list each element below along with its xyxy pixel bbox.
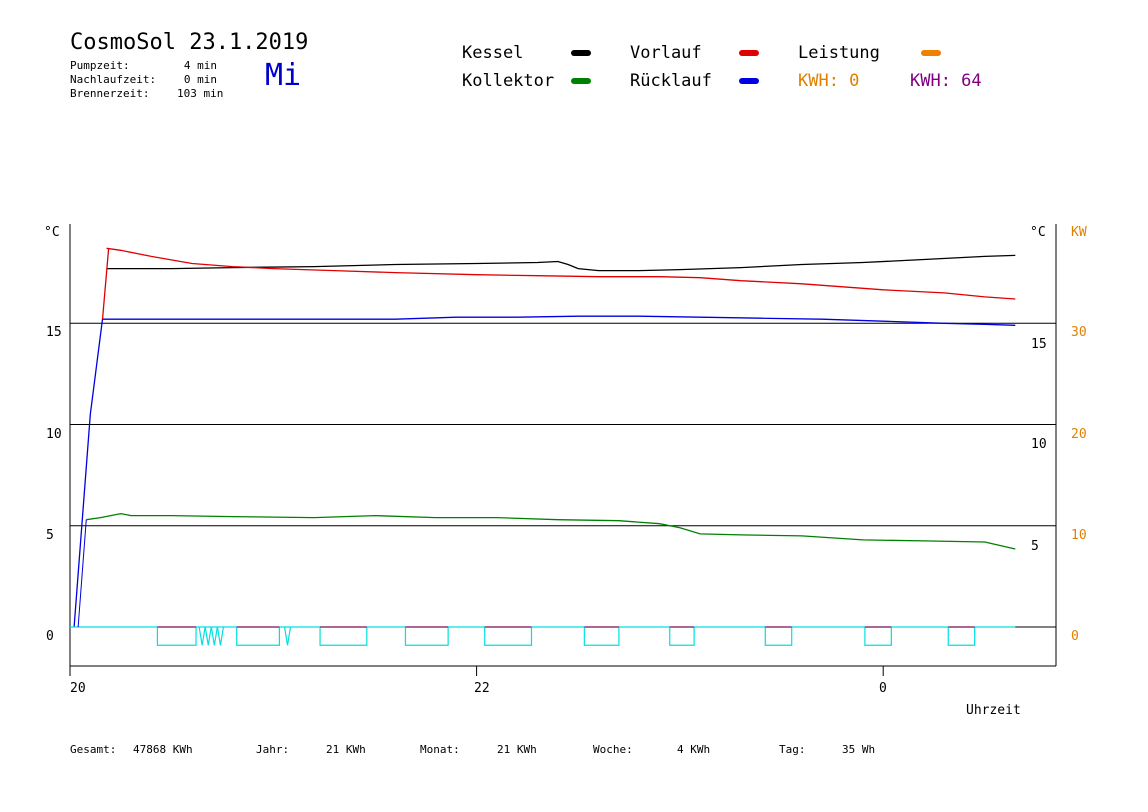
series-line-rcklauf <box>73 315 1016 628</box>
right-kw-tick-0: 0 <box>1071 629 1079 644</box>
series-line-kollektor <box>86 512 1016 550</box>
burner-time-label: Brennerzeit: <box>70 87 150 100</box>
kwh-solar-label: KWH: 0 <box>798 71 860 91</box>
gridlines <box>70 322 1056 628</box>
x-tick-22: 22 <box>474 681 490 696</box>
footer-day-label: Tag: <box>779 743 806 756</box>
series-leistung-spike-4 <box>283 626 292 646</box>
right-kw-tick-10: 10 <box>1071 528 1087 543</box>
kwh-burner-label: KWH: 64 <box>910 71 982 91</box>
x-axis-label: Uhrzeit <box>966 703 1021 718</box>
series-line-vorlauf <box>106 247 1016 300</box>
overrun-time-label: Nachlaufzeit: <box>70 73 157 86</box>
legend-label-kessel: Kessel <box>462 43 524 63</box>
footer-month-value: 21 KWh <box>497 743 537 756</box>
footer-month-label: Monat: <box>420 743 460 756</box>
left-tick-10: 10 <box>46 427 62 442</box>
legend-label-ruecklauf: Rücklauf <box>630 71 712 91</box>
overrun-time-value: 0 min <box>183 73 217 86</box>
right-axis-temp-unit: °C <box>1030 225 1046 240</box>
series-leistung-pulse-6 <box>669 627 695 646</box>
series-leistung-pulse-2 <box>319 627 368 646</box>
legend-swatch-ruecklauf <box>739 78 759 84</box>
series-leistung-pulse-0 <box>156 627 197 646</box>
left-tick-5: 5 <box>46 528 54 543</box>
footer-week-label: Woche: <box>593 743 633 756</box>
series-leistung-spike-2 <box>210 626 218 646</box>
series-leistung-pulse-1 <box>236 627 280 646</box>
series-leistung-spike-3 <box>216 626 225 646</box>
right-temp-tick-5: 5 <box>1031 539 1039 554</box>
left-axis-unit: °C <box>44 225 60 240</box>
series-leistung-pulse-5 <box>583 627 620 646</box>
legend-swatch-leistung <box>921 50 941 56</box>
x-ticks <box>69 666 884 676</box>
x-tick-0: 0 <box>879 681 887 696</box>
legend-swatch-kollektor <box>571 78 591 84</box>
footer-total-label: Gesamt: <box>70 743 117 756</box>
series-leistung-pulse-9 <box>947 627 976 646</box>
footer-year-label: Jahr: <box>256 743 290 756</box>
series-start-ramp <box>77 519 87 628</box>
right-temp-tick-10: 10 <box>1031 437 1047 452</box>
footer-day-value: 35 Wh <box>842 743 876 756</box>
pump-time-label: Pumpzeit: <box>70 59 130 72</box>
left-tick-15: 15 <box>46 325 62 340</box>
series-vorlauf-ramp <box>101 248 110 320</box>
series-leistung-pulse-4 <box>484 627 533 646</box>
legend-label-leistung: Leistung <box>798 43 880 63</box>
legend-swatch-kessel <box>571 50 591 56</box>
right-kw-tick-20: 20 <box>1071 427 1087 442</box>
footer-week-value: 4 KWh <box>677 743 711 756</box>
series-leistung-spike-1 <box>204 626 212 646</box>
legend-label-vorlauf: Vorlauf <box>630 43 702 63</box>
right-kw-tick-30: 30 <box>1071 325 1087 340</box>
chart-title: CosmoSol 23.1.2019 <box>70 30 309 55</box>
series-leistung-pulse-7 <box>764 627 793 646</box>
pump-time-value: 4 min <box>183 59 217 72</box>
series-layer <box>70 247 1016 646</box>
series-leistung-spike-0 <box>198 626 206 646</box>
series-line-kessel <box>106 254 1016 272</box>
legend-label-kollektor: Kollektor <box>462 71 555 91</box>
right-temp-tick-15: 15 <box>1031 337 1047 352</box>
legend-swatch-vorlauf <box>739 50 759 56</box>
series-leistung-pulse-8 <box>864 627 892 646</box>
right-axis-kw-unit: KW <box>1071 225 1087 240</box>
footer-total-value: 47868 KWh <box>133 743 193 756</box>
weekday-label: Mi <box>265 58 302 93</box>
series-leistung-pulse-3 <box>404 627 449 646</box>
footer-year-value: 21 KWh <box>326 743 366 756</box>
x-tick-20: 20 <box>70 681 86 696</box>
left-tick-0: 0 <box>46 629 54 644</box>
